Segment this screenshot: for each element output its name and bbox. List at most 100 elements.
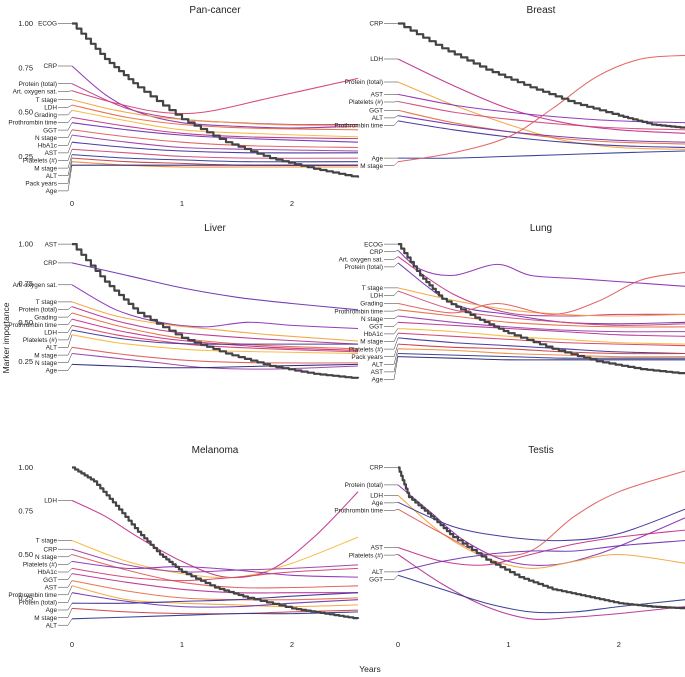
label-leader bbox=[58, 154, 73, 169]
series-label: CRP bbox=[370, 465, 384, 472]
label-leader bbox=[58, 330, 73, 341]
panel-breast: Breast CRP LDH Protein (total) ASTPlatelets … bbox=[334, 5, 685, 170]
series-line-ast bbox=[72, 243, 360, 379]
series-line-ecog bbox=[398, 243, 685, 375]
series-label: AST bbox=[45, 241, 58, 248]
series-line-ecog bbox=[72, 22, 360, 178]
label-leader bbox=[58, 353, 73, 363]
series-label: N stage bbox=[35, 135, 57, 142]
label-leader bbox=[384, 333, 399, 342]
series-label: GGT bbox=[43, 127, 57, 134]
series-label: Age bbox=[46, 368, 58, 375]
label-leader bbox=[58, 312, 73, 318]
series-label: N stage bbox=[35, 554, 57, 561]
series-label: CRP bbox=[370, 21, 384, 28]
series-line-pack-years bbox=[397, 343, 685, 355]
series-line-platelets bbox=[71, 560, 359, 578]
label-leader bbox=[58, 364, 73, 371]
series-label: Art. oxygen sat. bbox=[13, 89, 58, 96]
label-leader bbox=[58, 161, 73, 184]
series-label: CRP bbox=[370, 249, 384, 256]
label-leader bbox=[58, 347, 73, 356]
series-label: Protein (total) bbox=[19, 81, 57, 88]
series-label: AST bbox=[45, 584, 58, 591]
series-line-survival bbox=[72, 466, 360, 620]
series-line-ggt bbox=[397, 109, 685, 145]
series-line-hba1c bbox=[397, 327, 685, 345]
series-label: Platelets (#) bbox=[349, 99, 383, 106]
series-lines bbox=[71, 22, 360, 178]
label-leader bbox=[384, 502, 399, 504]
series-label: ALT bbox=[46, 622, 57, 629]
series-line-protein-total bbox=[397, 484, 685, 566]
series-label: Platelets (#) bbox=[23, 337, 57, 344]
series-label: Prothrombin time bbox=[8, 592, 57, 599]
y-tick-label: 0.50 bbox=[18, 108, 33, 117]
series-line-protein-total bbox=[71, 592, 359, 608]
label-leader bbox=[58, 561, 73, 565]
series-line-age bbox=[71, 363, 359, 369]
label-leader bbox=[58, 554, 73, 558]
label-leader bbox=[384, 554, 399, 556]
panel-title: Breast bbox=[527, 5, 556, 16]
y-tick-label: 1.00 bbox=[18, 240, 33, 249]
series-label: Grading bbox=[360, 301, 383, 308]
series-line-prothrombin-time bbox=[71, 585, 359, 608]
panel-melanoma: Melanoma 1.00 0.75 0.50 0.25 0 1 2 LDH T stageCRP… bbox=[8, 445, 360, 649]
label-leader bbox=[58, 104, 73, 108]
x-tick-label: 0 bbox=[70, 640, 74, 649]
series-label: Art. oxygen sat. bbox=[339, 257, 384, 264]
x-axis-label: Years bbox=[359, 664, 380, 674]
y-tick-label: 0.75 bbox=[18, 279, 33, 288]
series-label: Platelets (#) bbox=[349, 346, 383, 353]
series-label: Art. oxygen sat. bbox=[13, 282, 58, 289]
series-line-age bbox=[397, 356, 685, 361]
series-label: GGT bbox=[369, 324, 383, 331]
panel-title: Melanoma bbox=[192, 445, 239, 456]
series-line-crp bbox=[71, 548, 359, 573]
label-leader bbox=[58, 142, 73, 154]
x-tick-label: 2 bbox=[617, 640, 621, 649]
series-lines bbox=[397, 243, 685, 375]
label-leader bbox=[384, 256, 399, 260]
series-line-ast bbox=[397, 529, 685, 566]
label-leader bbox=[58, 135, 73, 146]
label-leader bbox=[384, 262, 399, 268]
label-leader bbox=[58, 306, 73, 310]
series-line-prothrombin-time bbox=[71, 116, 359, 140]
series-label: Age bbox=[46, 188, 58, 195]
series-line-t-stage bbox=[71, 301, 359, 342]
label-leader bbox=[384, 508, 399, 511]
series-line-grading bbox=[397, 271, 685, 315]
series-label: Platelets (#) bbox=[23, 562, 57, 569]
series-label: ALT bbox=[46, 345, 57, 352]
label-leader bbox=[384, 161, 399, 166]
label-leader bbox=[58, 158, 73, 176]
series-label: Age bbox=[372, 500, 384, 507]
series-line-platelets bbox=[71, 329, 358, 345]
series-line-hba1c bbox=[71, 134, 359, 152]
series-label: T stage bbox=[36, 538, 58, 545]
series-label: HbA1c bbox=[364, 331, 384, 338]
y-axis-label: Marker importance bbox=[1, 302, 11, 373]
y-tick-label: 0.25 bbox=[18, 594, 33, 603]
label-leader bbox=[58, 608, 73, 618]
label-leader bbox=[384, 322, 399, 327]
series-label: N stage bbox=[35, 360, 57, 367]
series-label: AST bbox=[371, 369, 384, 376]
x-tick-label: 0 bbox=[396, 640, 400, 649]
panel-title: Testis bbox=[528, 445, 554, 456]
series-line-crp bbox=[71, 262, 359, 311]
series-label: Protein (total) bbox=[19, 600, 57, 607]
x-tick-label: 1 bbox=[180, 199, 184, 208]
label-leader bbox=[58, 585, 73, 596]
series-label: Age bbox=[372, 155, 384, 162]
series-label: Protein (total) bbox=[19, 307, 57, 314]
series-label: ALT bbox=[372, 569, 383, 576]
y-tick-label: 1.00 bbox=[18, 463, 33, 472]
series-label: M stage bbox=[360, 339, 383, 346]
series-line-art-oxygen-sat bbox=[71, 284, 359, 330]
